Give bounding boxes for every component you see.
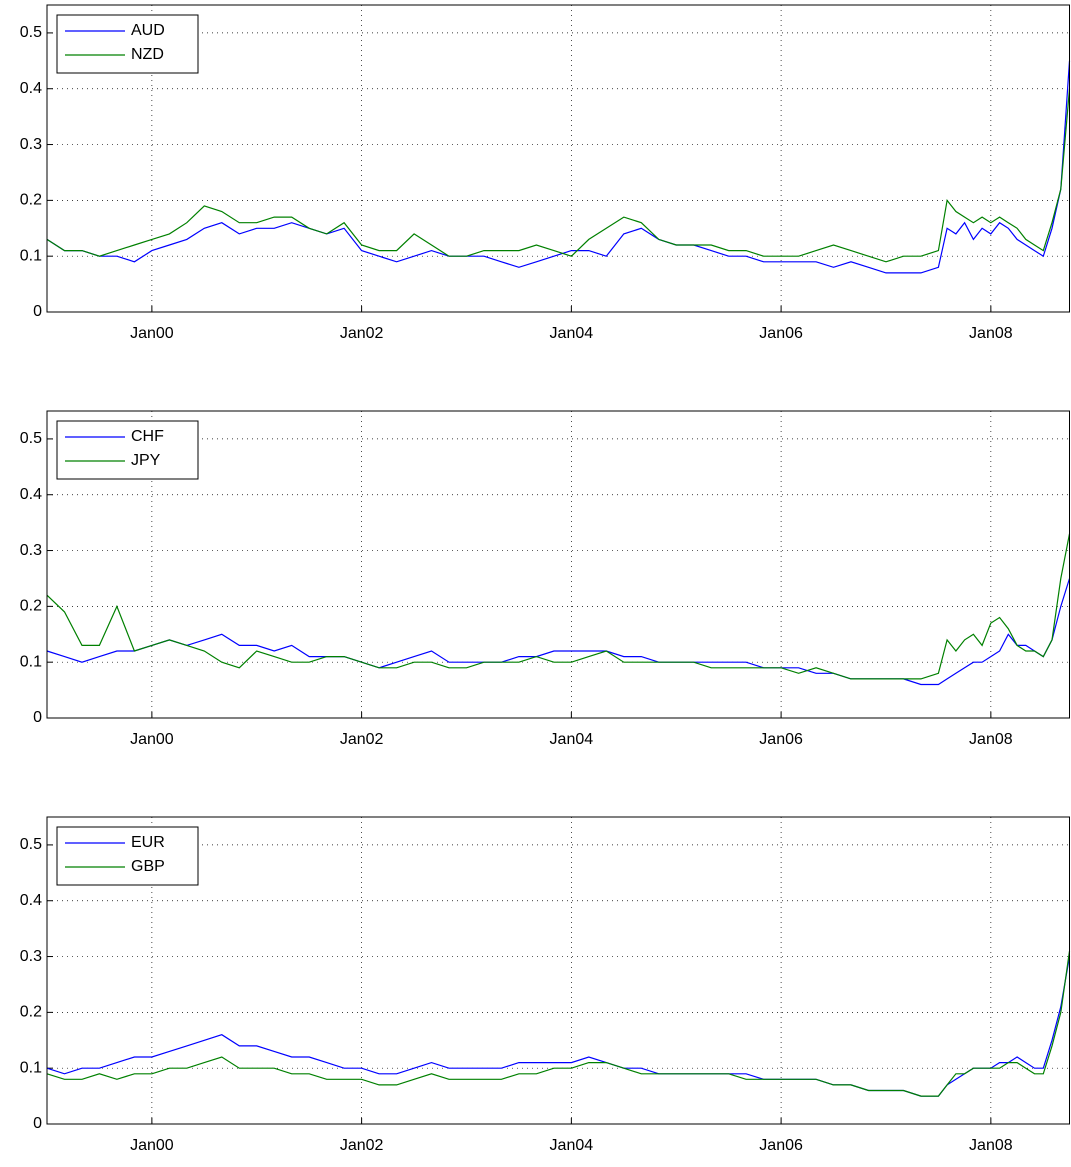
x-tick-label: Jan08 <box>969 731 1013 748</box>
series-line <box>46 60 1071 274</box>
legend-label: NZD <box>131 46 164 63</box>
x-tick-label: Jan06 <box>759 325 803 342</box>
y-tick-label: 0.5 <box>20 836 42 853</box>
legend: CHF JPY <box>56 420 199 480</box>
x-tick-label: Jan00 <box>130 1137 174 1154</box>
x-tick-label: Jan04 <box>550 325 594 342</box>
axes-box <box>46 4 1070 313</box>
y-tick-label: 0.2 <box>20 598 42 615</box>
y-tick-label: 0.1 <box>20 1059 42 1076</box>
series-line <box>46 88 1071 263</box>
series-line <box>46 533 1071 680</box>
subplot: 0 0.1 0.2 0.3 0.4 0.5 Jan00 Jan02 Jan04 Jan06 Jan0… <box>20 410 1071 748</box>
x-tick-label: Jan00 <box>130 325 174 342</box>
legend: AUD NZD <box>56 14 199 74</box>
legend-label: CHF <box>131 428 164 445</box>
y-tick-label: 0 <box>33 709 42 726</box>
y-tick-label: 0.5 <box>20 24 42 41</box>
x-tick-label: Jan04 <box>550 1137 594 1154</box>
legend-box <box>56 420 199 480</box>
y-tick-label: 0 <box>33 1115 42 1132</box>
subplot: 0 0.1 0.2 0.3 0.4 0.5 Jan00 Jan02 Jan04 Jan06 Jan0… <box>20 4 1071 342</box>
x-tick-label: Jan08 <box>969 1137 1013 1154</box>
legend-label: JPY <box>131 452 161 469</box>
legend-box <box>56 826 199 886</box>
series-line <box>46 950 1071 1097</box>
legend-label: EUR <box>131 834 165 851</box>
x-tick-label: Jan02 <box>340 731 384 748</box>
y-tick-label: 0.1 <box>20 247 42 264</box>
subplot: 0 0.1 0.2 0.3 0.4 0.5 Jan00 Jan02 Jan04 Jan06 Jan0… <box>20 816 1071 1154</box>
y-tick-label: 0.2 <box>20 1004 42 1021</box>
legend-label: GBP <box>131 858 165 875</box>
legend: EUR GBP <box>56 826 199 886</box>
series-line <box>46 578 1071 686</box>
y-tick-label: 0.1 <box>20 653 42 670</box>
y-tick-label: 0.2 <box>20 192 42 209</box>
x-tick-label: Jan04 <box>550 731 594 748</box>
x-tick-label: Jan06 <box>759 731 803 748</box>
y-tick-label: 0.3 <box>20 542 42 559</box>
y-tick-label: 0.4 <box>20 892 42 909</box>
x-tick-label: Jan08 <box>969 325 1013 342</box>
legend-box <box>56 14 199 74</box>
y-tick-label: 0.3 <box>20 136 42 153</box>
y-tick-label: 0 <box>33 303 42 320</box>
axes-box <box>46 410 1070 719</box>
axes-box <box>46 816 1070 1125</box>
x-tick-label: Jan02 <box>340 1137 384 1154</box>
x-tick-label: Jan02 <box>340 325 384 342</box>
legend-label: AUD <box>131 22 165 39</box>
y-tick-label: 0.4 <box>20 80 42 97</box>
y-tick-label: 0.4 <box>20 486 42 503</box>
x-tick-label: Jan06 <box>759 1137 803 1154</box>
y-tick-label: 0.3 <box>20 948 42 965</box>
series-line <box>46 956 1071 1097</box>
x-tick-label: Jan00 <box>130 731 174 748</box>
y-tick-label: 0.5 <box>20 430 42 447</box>
